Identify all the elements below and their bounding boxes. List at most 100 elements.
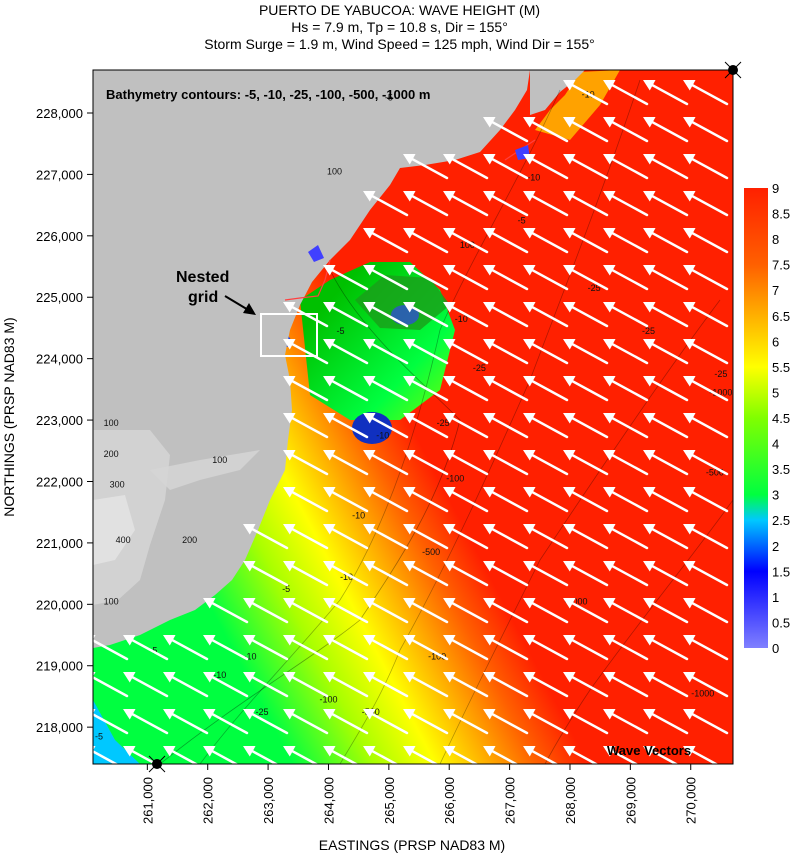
wave-vector-arrow [363,635,409,661]
x-axis-label: EASTINGS (PRSP NAD83 M) [319,837,505,853]
wave-vector-arrow [443,709,489,735]
contour-label: -25 [588,283,601,293]
contour-label: 100 [212,455,227,465]
wave-vector-arrow [283,339,329,365]
wave-vector-arrow [643,413,689,439]
wave-vector-arrow [483,413,529,439]
contour-label: -25 [473,363,486,373]
wave-vector-arrow [643,598,689,624]
wave-vector-arrow [323,746,359,764]
contour-label: -25 [642,326,655,336]
wave-vector-arrow [323,450,369,476]
colorbar: 0 0.5 1 1.5 2 2.5 3 3.5 4 4.5 5 5.5 6 6.5 7 7.5 8 8.5 9 [744,181,790,656]
wave-vector-arrow [443,524,489,550]
wave-vector-arrow [603,487,649,513]
wave-vector-arrow [603,228,649,254]
wave-vector-arrow [363,376,409,402]
contour-label: -10 [455,314,468,324]
wave-vector-arrow [403,746,439,764]
wave-vector-arrow [243,598,289,624]
colorbar-tick-label: 4.5 [772,411,790,426]
wave-vector-arrow [443,191,489,217]
wave-vector-arrow [283,413,329,439]
y-tick-label: 225,000 [36,290,83,305]
contour-label: -5 [95,731,103,741]
wave-vector-arrow [363,339,409,365]
contour-label: 100 [104,596,119,606]
wave-vector-arrow [603,709,649,735]
wave-vector-arrow [363,302,409,328]
y-tick-label: 219,000 [36,659,83,674]
y-tick-label: 223,000 [36,413,83,428]
wave-vector-arrow [203,709,249,735]
colorbar-tick-label: 3.5 [772,462,790,477]
wave-vector-arrow [323,561,369,587]
y-tick-label: 226,000 [36,229,83,244]
bathymetry-label: Bathymetry contours: -5, -10, -25, -100,… [106,87,430,102]
y-tick-label: 227,000 [36,167,83,182]
wave-vector-arrow [483,524,529,550]
land-mass [93,70,530,648]
colorbar-tick-label: 6 [772,334,779,349]
colorbar-tick-label: 2 [772,539,779,554]
wave-vector-arrow [93,672,129,698]
y-tick-label: 218,000 [36,720,83,735]
wave-vector-arrow [643,487,689,513]
wave-vector-arrow [523,154,569,180]
contour-label: -25 [714,369,727,379]
wave-vector-arrow [523,265,569,291]
wave-vector-arrow [483,117,529,143]
wave-vector-arrow [603,80,649,106]
wave-vector-arrow [563,413,609,439]
wave-vector-arrow [603,339,649,365]
wave-vector-arrow [643,339,689,365]
wave-vector-arrow [283,672,329,698]
wave-vector-arrow [443,746,479,764]
wave-vector-arrow [363,746,399,764]
wave-vector-arrow [363,709,409,735]
contour-label: -1000 [691,688,714,698]
wave-vector-arrow [683,154,729,180]
contour-line-500 [439,299,721,764]
wave-vector-arrow [643,191,689,217]
wave-vector-arrow [243,709,289,735]
contour-label: -10 [527,173,540,183]
wave-vector-arrow [363,524,409,550]
y-tick-label: 224,000 [36,352,83,367]
wave-vectors-label: Wave Vectors [607,743,691,758]
colorbar-tick-label: 1.5 [772,564,790,579]
colorbar-tick-label: 9 [772,181,779,196]
wave-vector-arrow [363,191,409,217]
colorbar-tick-label: 5.5 [772,360,790,375]
wave-vector-arrow [243,524,289,550]
wave-vector-arrow [523,487,569,513]
wave-vector-arrow [483,228,529,254]
wave-vector-arrow [523,339,569,365]
wave-vector-arrow [603,376,649,402]
wave-vector-field [93,80,729,764]
wave-vector-arrow [683,413,729,439]
wave-vector-arrow [643,672,689,698]
wave-vector-arrow [563,154,609,180]
wave-vector-arrow [243,561,289,587]
corner-marker-top-right [724,61,742,79]
wave-vector-arrow [483,302,529,328]
wave-vector-arrow [563,376,609,402]
wave-vector-arrow [683,80,729,106]
wave-vector-arrow [283,302,329,328]
bay-low-wave-spot [352,412,392,444]
river-channel [284,259,331,301]
wave-vector-arrow [403,709,449,735]
wave-vector-arrow [563,228,609,254]
wave-vector-arrow [563,746,599,764]
wave-vector-arrow [483,709,529,735]
contour-label: -5 [385,93,393,103]
wave-vector-arrow [603,561,649,587]
wave-vector-arrow [603,598,649,624]
wave-vector-arrow [643,302,689,328]
wave-vector-arrow [643,635,689,661]
wave-vector-arrow [403,487,449,513]
pond-1 [308,245,324,262]
wave-vector-arrow [403,450,449,476]
wave-vector-arrow [523,450,569,476]
